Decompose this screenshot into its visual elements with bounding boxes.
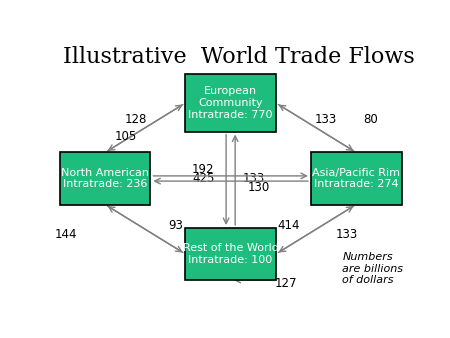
FancyBboxPatch shape [185,74,276,132]
Text: North American
Intratrade: 236: North American Intratrade: 236 [61,168,149,189]
Text: Rest of the World
Intratrade: 100: Rest of the World Intratrade: 100 [183,243,279,265]
Text: 133: 133 [335,228,357,241]
Text: 425: 425 [193,172,215,185]
Text: 133: 133 [243,172,265,185]
Text: 192: 192 [192,163,214,176]
Text: 128: 128 [125,114,147,126]
Text: 414: 414 [278,219,300,232]
Text: 144: 144 [55,228,77,241]
Text: European
Community
Intratrade: 770: European Community Intratrade: 770 [189,87,273,120]
Text: Numbers
are billions
of dollars: Numbers are billions of dollars [342,252,403,285]
FancyBboxPatch shape [185,228,276,280]
Text: 80: 80 [363,114,378,126]
Text: 130: 130 [248,181,270,194]
Text: Illustrative  World Trade Flows: Illustrative World Trade Flows [63,46,415,68]
Text: 127: 127 [274,277,297,290]
Text: Asia/Pacific Rim
Intratrade: 274: Asia/Pacific Rim Intratrade: 274 [312,168,400,189]
Text: 105: 105 [114,130,136,143]
Text: 133: 133 [314,114,337,126]
FancyBboxPatch shape [60,152,150,204]
Text: 93: 93 [169,219,184,232]
FancyBboxPatch shape [311,152,401,204]
